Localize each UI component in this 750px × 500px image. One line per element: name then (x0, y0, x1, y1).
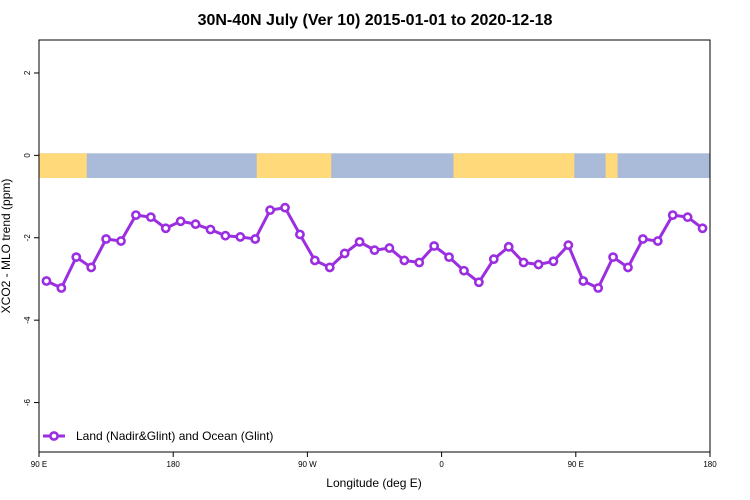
y-tick-label-4: -4 (23, 316, 32, 324)
data-point-14 (235, 232, 246, 242)
x-tick-label-3: 90 W (298, 460, 317, 469)
chart-title: 30N-40N July (Ver 10) 2015-01-01 to 2020… (198, 12, 553, 29)
data-point-27 (429, 241, 440, 251)
y-axis-label: XCO2 - MLO trend (ppm) (0, 179, 13, 314)
data-point-5 (101, 234, 111, 244)
land-segment-4 (605, 153, 618, 179)
data-point-39 (608, 252, 618, 263)
land-segment-3 (453, 153, 575, 179)
legend-label: Land (Nadir&Glint) and Ocean (Glint) (76, 429, 273, 443)
land-segment-2 (256, 153, 332, 179)
data-point-19 (309, 255, 320, 266)
data-point-2 (56, 283, 67, 293)
data-point-7 (131, 210, 141, 220)
plot-area: 90 E 180 90 W 0 90 E 180 2 0 -2 -4 -6 Land (Nadir&G… (23, 39, 717, 469)
data-point-45 (697, 223, 708, 234)
data-point-44 (682, 212, 693, 223)
data-point-29 (459, 265, 469, 276)
data-point-13 (220, 230, 231, 241)
x-tick-label-1: 90 E (31, 460, 47, 469)
data-point-38 (593, 283, 604, 293)
data-point-24 (384, 243, 395, 253)
data-point-4 (86, 262, 97, 273)
data-point-28 (444, 252, 454, 263)
data-point-12 (205, 224, 216, 235)
y-tick-label-1: 2 (23, 70, 32, 75)
plot-frame (38, 39, 711, 453)
data-point-26 (414, 257, 425, 268)
y-tick-label-3: -2 (23, 234, 32, 242)
data-point-23 (369, 245, 380, 256)
data-point-6 (116, 236, 126, 246)
data-point-18 (295, 229, 305, 240)
ocean-band (39, 153, 710, 179)
data-point-37 (578, 276, 589, 286)
data-point-30 (473, 277, 484, 288)
data-point-20 (324, 262, 335, 273)
data-point-17 (280, 202, 290, 213)
data-point-35 (548, 256, 559, 267)
data-point-40 (623, 262, 633, 273)
data-point-34 (533, 259, 544, 270)
legend-marker (49, 431, 59, 441)
data-point-43 (667, 210, 678, 220)
data-point-3 (71, 252, 82, 263)
data-point-32 (503, 241, 514, 252)
land-segment-1 (39, 153, 87, 179)
x-tick-label-5: 90 E (568, 460, 584, 469)
data-point-25 (399, 255, 410, 266)
data-point-8 (145, 212, 156, 223)
data-point-42 (652, 236, 663, 246)
data-point-33 (518, 257, 529, 268)
data-point-31 (488, 254, 499, 265)
y-tick-label-5: -6 (23, 398, 32, 406)
x-axis-label: Longitude (deg E) (326, 476, 421, 490)
x-tick-label-6: 180 (703, 460, 717, 469)
x-tick-label-2: 180 (167, 460, 181, 469)
data-point-15 (250, 234, 261, 244)
data-point-36 (563, 240, 574, 251)
data-point-11 (190, 219, 201, 230)
data-point-1 (41, 276, 52, 286)
data-point-10 (175, 216, 186, 227)
data-point-22 (354, 236, 365, 247)
data-point-41 (638, 234, 648, 244)
y-tick-label-2: 0 (23, 153, 32, 158)
data-point-21 (339, 248, 350, 259)
data-point-9 (160, 223, 171, 234)
x-tick-label-4: 0 (439, 460, 444, 469)
data-point-16 (265, 205, 276, 216)
